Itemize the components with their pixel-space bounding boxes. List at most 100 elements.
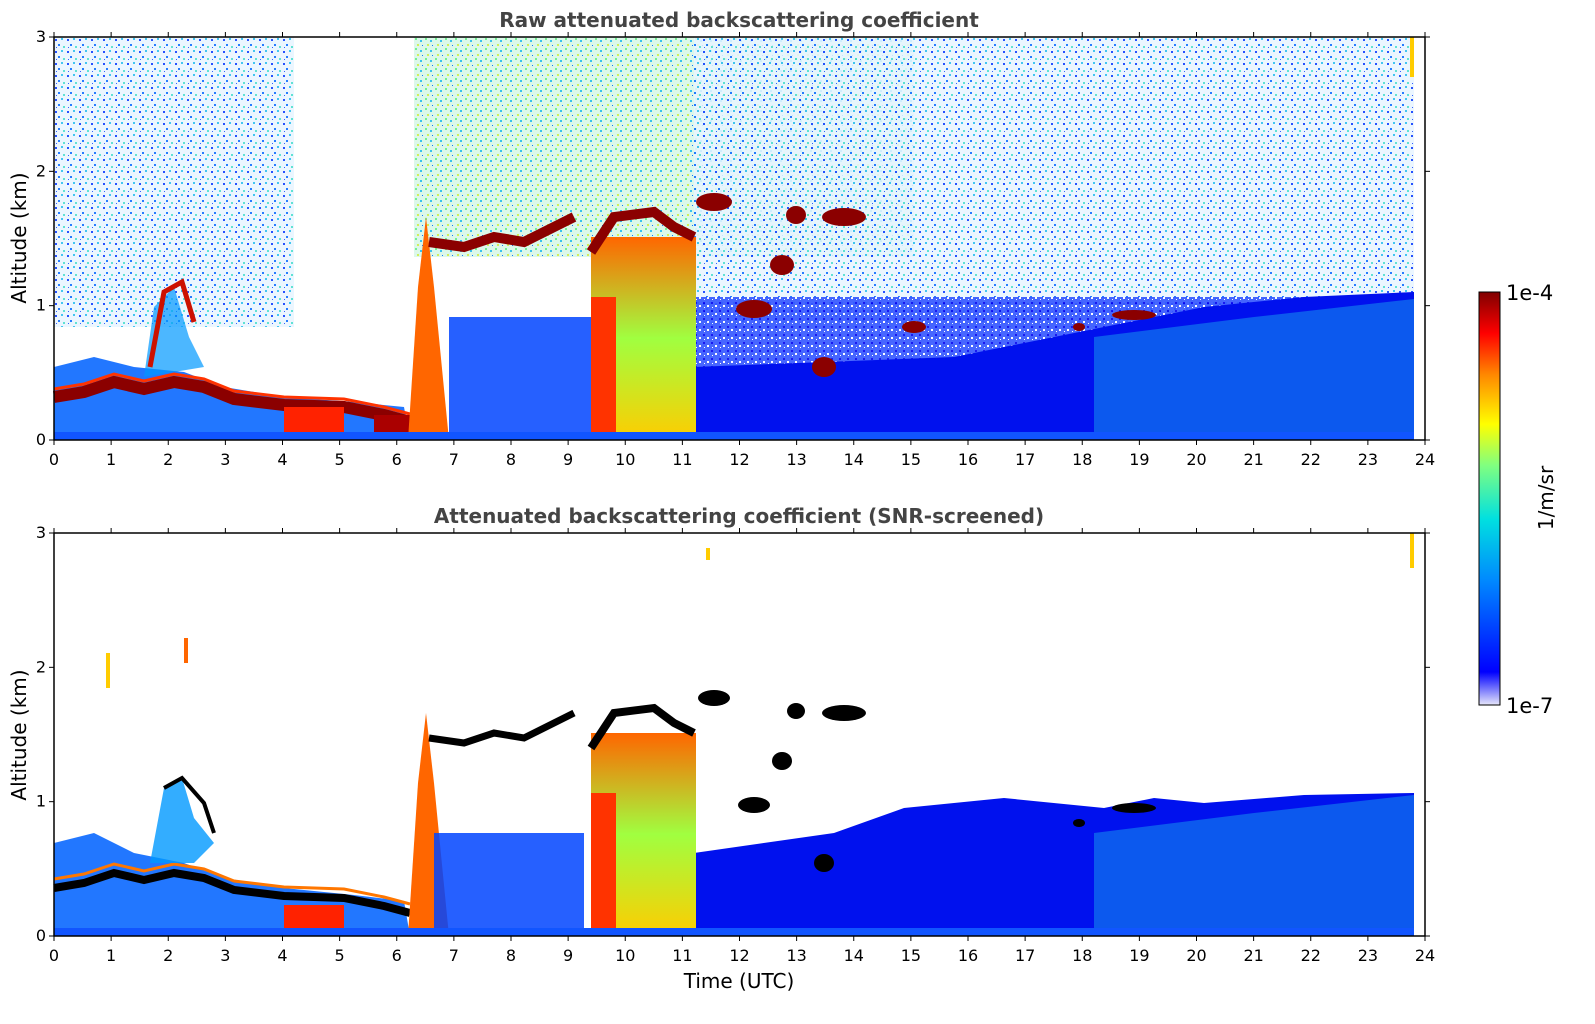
- panel-screened-speck-1130: [706, 548, 710, 560]
- x-tick-label: 10: [615, 946, 635, 965]
- x-tick-label: 19: [1129, 946, 1149, 965]
- x-tick-label: 14: [844, 946, 864, 965]
- x-tick-label: 1: [106, 450, 116, 469]
- y-tick-label: 2: [36, 161, 46, 180]
- panel-screened-cloud-12h: [698, 690, 730, 706]
- x-tick-label: 5: [335, 946, 345, 965]
- panel-screened: Attenuated backscattering coefficient (S…: [7, 504, 1435, 993]
- panel-screened-ylabel: Altitude (km): [7, 669, 31, 800]
- x-tick-label: 20: [1186, 946, 1206, 965]
- x-tick-label: 21: [1243, 946, 1263, 965]
- panel-raw-cloud-1345: [812, 357, 836, 377]
- panel-screened-cloud-1315: [772, 752, 792, 770]
- y-tick-label: 2: [36, 657, 46, 676]
- x-tick-label: 15: [901, 450, 921, 469]
- x-tick-label: 2: [163, 450, 173, 469]
- x-tick-label: 4: [277, 450, 287, 469]
- panel-raw-cloud-1315: [770, 255, 794, 275]
- panel-screened-cloud-10h: [587, 703, 696, 751]
- panel-screened-cloud-1230: [738, 797, 770, 813]
- x-tick-label: 11: [672, 450, 692, 469]
- y-tick-label: 3: [36, 27, 46, 46]
- panel-raw-noise-right: [694, 37, 1414, 327]
- x-tick-label: 9: [563, 450, 573, 469]
- x-tick-label: 18: [1072, 946, 1092, 965]
- x-tick-label: 3: [220, 450, 230, 469]
- panel-raw-cloud-15h: [902, 321, 926, 333]
- panel-screened-cloud-1345: [814, 854, 834, 872]
- panel-raw-ylabel: Altitude (km): [7, 172, 31, 303]
- panel-raw-bl-top: [53, 375, 412, 428]
- x-tick-label: 16: [958, 946, 978, 965]
- x-tick-label: 9: [563, 946, 573, 965]
- panel-raw-cloud-1230: [736, 300, 772, 318]
- y-tick-label: 0: [36, 430, 46, 449]
- panel-raw-cloud-19h: [1112, 310, 1156, 320]
- panel-raw-bl-top-edge: [53, 372, 411, 416]
- x-tick-label: 24: [1415, 450, 1435, 469]
- panel-screened-surface: [54, 928, 1414, 936]
- panel-raw-axes: 0 1 2 3 4 5 6 7 8 9 10 11 12 13 14 15 16 17 18 19 20 21 22 23 24…: [36, 27, 1435, 469]
- panel-raw-plume-630: [408, 217, 449, 440]
- x-tick-label: 17: [1015, 450, 1035, 469]
- panel-screened-cloud-14h: [822, 705, 866, 721]
- panel-raw-cloud-14h: [822, 208, 866, 226]
- panel-screened-mid-fill-7h: [434, 833, 584, 936]
- x-tick-label: 7: [449, 450, 459, 469]
- panel-raw-aerosol-far-right: [1094, 299, 1414, 440]
- x-tick-label: 8: [506, 450, 516, 469]
- x-tick-label: 4: [277, 946, 287, 965]
- panel-screened-speck-2h: [184, 638, 188, 663]
- panel-raw-cloud-18h: [1073, 323, 1085, 331]
- x-tick-label: 3: [220, 946, 230, 965]
- colorbar-max-label: 1e-4: [1506, 281, 1553, 305]
- panel-screened-plume-early-top: [163, 775, 216, 834]
- panel-raw-cloud-13h: [786, 206, 806, 224]
- panel-screened-title: Attenuated backscattering coefficient (S…: [434, 504, 1044, 528]
- x-tick-label: 22: [1301, 450, 1321, 469]
- colorbar-gradient: [1478, 291, 1501, 706]
- panel-raw-cloud-7h: [428, 212, 577, 253]
- x-tick-label: 17: [1015, 946, 1035, 965]
- panel-raw-mid-fill-7h: [449, 317, 599, 440]
- x-tick-label: 0: [49, 946, 59, 965]
- panel-screened-cloud-18h: [1073, 819, 1085, 827]
- panel-raw-edge-strip: [1410, 37, 1414, 77]
- panel-screened-plume-base: [591, 793, 616, 936]
- panel-screened-plot: [53, 532, 1426, 937]
- y-tick-label: 0: [36, 926, 46, 945]
- x-tick-label: 22: [1301, 946, 1321, 965]
- panel-raw-cloud-12h: [696, 193, 732, 211]
- panel-raw-title: Raw attenuated backscattering coefficien…: [499, 8, 979, 32]
- panel-screened-cloud-13h: [787, 703, 805, 719]
- panel-screened-bl-edge: [53, 862, 411, 906]
- x-tick-label: 21: [1243, 450, 1263, 469]
- panel-screened-axes: 0 1 2 3 4 5 6 7 8 9 10 11 12 13 14 15 16 17 18 19 20 21 22 23 24…: [36, 523, 1435, 965]
- x-tick-label: 8: [506, 946, 516, 965]
- x-tick-label: 0: [49, 450, 59, 469]
- x-tick-label: 12: [729, 450, 749, 469]
- x-tick-label: 16: [958, 450, 978, 469]
- panel-raw-plot: [53, 36, 1426, 441]
- x-tick-label: 13: [786, 450, 806, 469]
- x-tick-label: 1: [106, 946, 116, 965]
- x-tick-label: 23: [1358, 946, 1378, 965]
- panel-raw-noise-left: [54, 37, 294, 327]
- panel-screened-xlabel: Time (UTC): [683, 969, 795, 993]
- x-tick-label: 6: [392, 450, 402, 469]
- colorbar-unit-label: 1/m/sr: [1534, 465, 1558, 530]
- panel-screened-bl-top: [53, 868, 412, 917]
- x-tick-label: 18: [1072, 450, 1092, 469]
- panel-raw-cloud-10h: [586, 206, 697, 255]
- panel-raw-plume-base: [591, 297, 616, 440]
- x-tick-label: 11: [672, 946, 692, 965]
- y-tick-label: 1: [36, 296, 46, 315]
- x-tick-label: 12: [729, 946, 749, 965]
- x-tick-label: 20: [1186, 450, 1206, 469]
- x-tick-label: 6: [392, 946, 402, 965]
- x-tick-label: 15: [901, 946, 921, 965]
- x-tick-label: 13: [786, 946, 806, 965]
- colorbar-min-label: 1e-7: [1506, 694, 1553, 718]
- y-tick-label: 1: [36, 792, 46, 811]
